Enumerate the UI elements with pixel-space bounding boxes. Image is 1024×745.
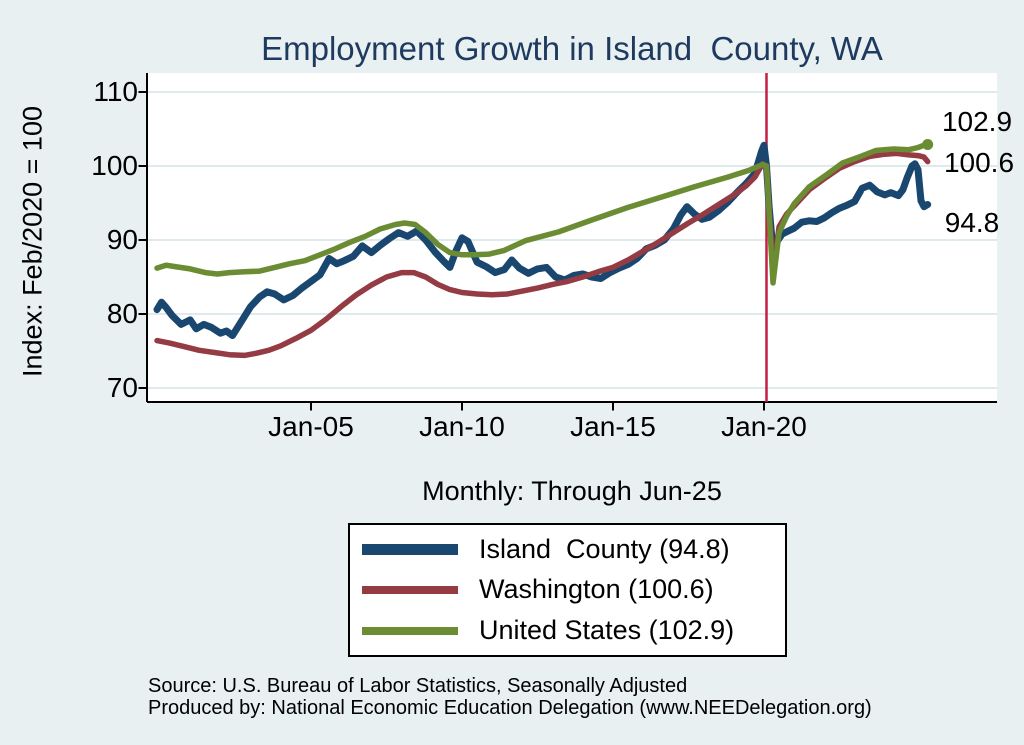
source-note-line1: Source: U.S. Bureau of Labor Statistics,… xyxy=(148,675,688,697)
source-notes: Source: U.S. Bureau of Labor Statistics,… xyxy=(148,675,948,719)
x-tick-label: Jan-05 xyxy=(268,411,354,442)
end-value-label-washington: 100.6 xyxy=(943,147,1015,178)
legend-label: Washington (100.6) xyxy=(479,574,714,605)
y-tick-label: 70 xyxy=(106,372,138,403)
legend: Island County (94.8) Washington (100.6) Un… xyxy=(348,523,787,657)
series-line-united-states xyxy=(154,141,931,286)
y-tick-label: 110 xyxy=(93,76,138,107)
end-value-label-island-county: 94.8 xyxy=(944,207,1000,238)
legend-swatch xyxy=(362,626,458,635)
source-note-line2: Produced by: National Economic Education… xyxy=(148,697,872,719)
legend-item: United States (102.9) xyxy=(350,615,785,646)
series-end-marker xyxy=(922,139,934,151)
y-tick-label: 80 xyxy=(106,298,138,329)
chart-subtitle: Monthly: Through Jun-25 xyxy=(422,476,722,506)
x-tick-label: Jan-20 xyxy=(721,411,807,442)
legend-item: Washington (100.6) xyxy=(350,574,785,605)
legend-swatch xyxy=(362,543,458,555)
x-tick-label: Jan-10 xyxy=(419,411,505,442)
legend-label: Island County (94.8) xyxy=(479,533,730,564)
end-value-label-united-states: 102.9 xyxy=(941,106,1013,137)
chart-title: Employment Growth in Island County, WA xyxy=(261,30,883,67)
y-tick-label: 90 xyxy=(106,224,138,255)
legend-item: Island County (94.8) xyxy=(350,534,785,565)
legend-swatch xyxy=(362,585,458,594)
plot-background xyxy=(147,73,997,402)
series-line-island-county xyxy=(153,141,932,339)
x-tick-label: Jan-15 xyxy=(570,411,656,442)
y-tick-label: 100 xyxy=(91,150,138,181)
legend-label: United States (102.9) xyxy=(479,615,735,646)
